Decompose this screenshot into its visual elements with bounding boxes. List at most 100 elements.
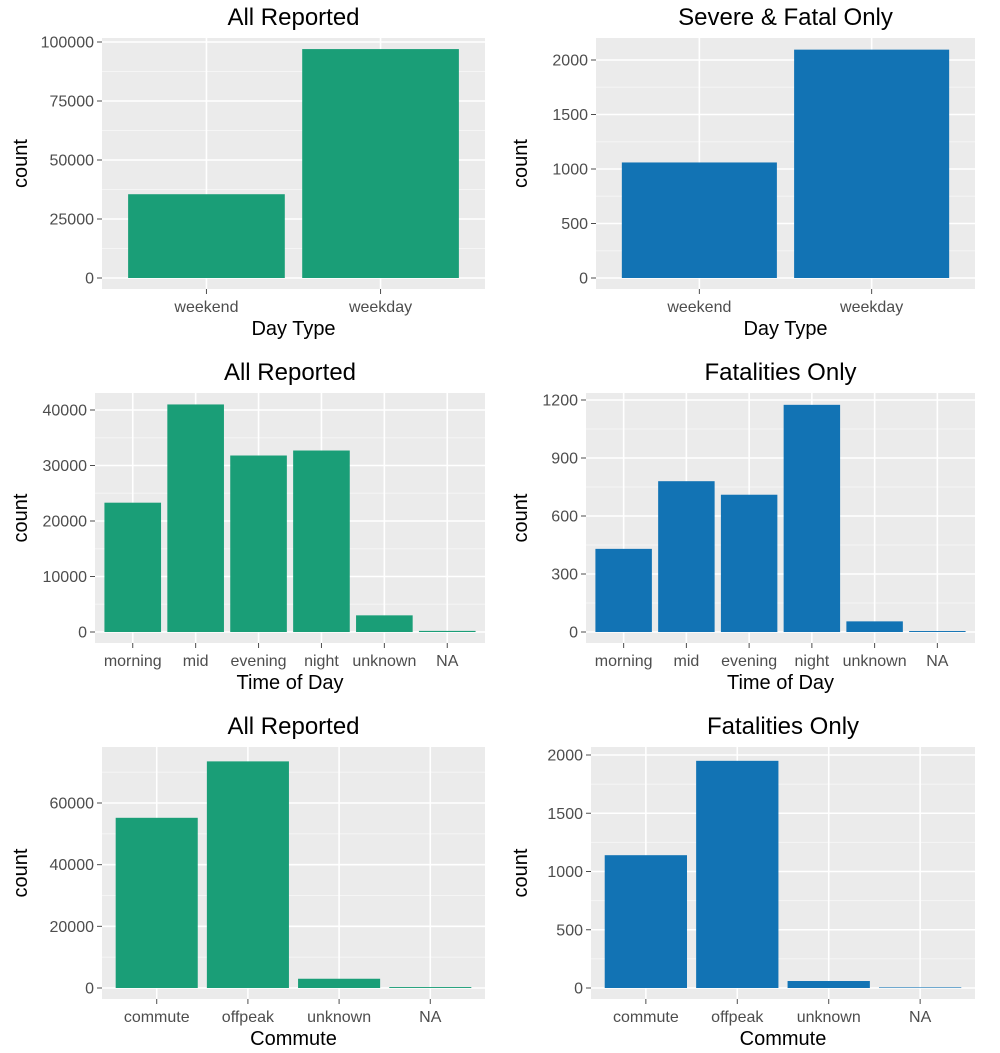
- y-tick-label: 500: [561, 216, 588, 233]
- x-tick-label: unknown: [352, 653, 416, 670]
- y-axis-label: count: [510, 493, 532, 542]
- x-tick-label: offpeak: [222, 1009, 275, 1026]
- y-tick-label: 10000: [43, 569, 88, 586]
- bar-unknown: [298, 978, 381, 988]
- x-tick-label: mid: [673, 653, 699, 670]
- y-axis-label: count: [510, 139, 532, 188]
- chart-commute-fatal: 0 500 1000 1500 2000 commute offpeak unknown NA F…: [510, 713, 975, 1050]
- bar-na: [389, 987, 472, 988]
- x-axis-label: Time of Day: [236, 672, 343, 694]
- chart-timeofday-fatal: 0 300 600 900 1200 morning mid evening night unkn…: [510, 359, 975, 694]
- chart-title: Fatalities Only: [704, 359, 856, 386]
- bar-mid: [167, 404, 224, 632]
- y-tick-label: 0: [85, 981, 94, 998]
- bar-unknown: [846, 621, 903, 632]
- x-tick-label: morning: [104, 653, 162, 670]
- y-tick-label: 0: [574, 981, 583, 998]
- x-tick-label: weekend: [666, 299, 731, 316]
- y-tick-label: 20000: [50, 919, 95, 936]
- x-tick-label: commute: [124, 1009, 190, 1026]
- bar-offpeak: [696, 760, 779, 988]
- bar-unknown: [787, 981, 870, 988]
- y-tick-label: 1200: [542, 393, 578, 410]
- y-tick-label: 75000: [50, 94, 95, 111]
- chart-title: All Reported: [227, 713, 359, 740]
- x-tick-label: offpeak: [711, 1009, 764, 1026]
- bar-night: [783, 404, 841, 632]
- x-tick-label: night: [795, 653, 830, 670]
- x-tick-label: unknown: [843, 653, 907, 670]
- bar-commute: [115, 817, 198, 988]
- bar-morning: [104, 502, 162, 632]
- y-tick-label: 20000: [43, 514, 88, 531]
- y-axis-label: count: [510, 848, 532, 897]
- bar-offpeak: [206, 761, 289, 988]
- y-tick-label: 30000: [43, 458, 88, 475]
- bar-weekday: [302, 49, 459, 278]
- x-axis-label: Commute: [250, 1028, 337, 1050]
- y-tick-label: 100000: [41, 35, 94, 52]
- x-axis-label: Commute: [740, 1028, 827, 1050]
- y-tick-label: 40000: [50, 857, 95, 874]
- y-tick-label: 900: [551, 451, 578, 468]
- y-tick-label: 1500: [552, 107, 588, 124]
- x-tick-label: morning: [595, 653, 653, 670]
- x-axis-label: Time of Day: [727, 672, 834, 694]
- x-tick-label: NA: [436, 653, 459, 670]
- y-tick-label: 0: [78, 625, 87, 642]
- bar-na: [879, 987, 962, 989]
- y-tick-label: 25000: [50, 212, 95, 229]
- bar-weekday: [794, 49, 950, 278]
- y-tick-label: 0: [579, 271, 588, 288]
- y-tick-label: 2000: [552, 53, 588, 70]
- y-axis-label: count: [10, 848, 32, 897]
- bar-weekend: [621, 162, 777, 278]
- chart-timeofday-all: 0 10000 20000 30000 40000 morning mid evening ni…: [10, 359, 485, 694]
- y-axis-label: count: [10, 139, 32, 188]
- bar-na: [909, 631, 966, 632]
- bar-night: [293, 450, 350, 632]
- x-axis-label: Day Type: [251, 318, 335, 340]
- x-tick-label: weekend: [173, 299, 238, 316]
- x-tick-label: NA: [926, 653, 949, 670]
- x-tick-label: evening: [231, 653, 287, 670]
- y-tick-label: 1000: [547, 864, 583, 881]
- chart-daytype-all: 0 25000 50000 75000 100000 weekend weekday All …: [10, 4, 485, 340]
- bar-weekend: [128, 194, 285, 278]
- x-tick-label: weekday: [348, 299, 412, 316]
- y-tick-label: 1000: [552, 162, 588, 179]
- chart-title: All Reported: [227, 4, 359, 31]
- chart-title: Fatalities Only: [707, 713, 859, 740]
- bar-na: [418, 630, 476, 632]
- y-tick-label: 50000: [50, 153, 95, 170]
- chart-daytype-severe: 0 500 1000 1500 2000 weekend weekday Severe & F…: [510, 4, 975, 340]
- y-tick-label: 0: [85, 271, 94, 288]
- y-tick-label: 1500: [547, 806, 583, 823]
- bar-morning: [595, 548, 652, 632]
- x-tick-label: mid: [183, 653, 209, 670]
- x-tick-label: NA: [909, 1009, 932, 1026]
- y-tick-label: 60000: [50, 796, 95, 813]
- x-tick-label: night: [304, 653, 339, 670]
- chart-title: All Reported: [224, 359, 356, 386]
- x-tick-label: weekday: [839, 299, 903, 316]
- bar-commute: [604, 855, 687, 988]
- y-tick-label: 40000: [43, 403, 88, 420]
- bar-unknown: [356, 615, 413, 632]
- y-tick-label: 0: [569, 625, 578, 642]
- y-tick-label: 300: [551, 567, 578, 584]
- y-axis-label: count: [10, 493, 32, 542]
- x-tick-label: unknown: [797, 1009, 861, 1026]
- chart-commute-all: 0 20000 40000 60000 commute offpeak unknown NA A…: [10, 713, 485, 1050]
- chart-title: Severe & Fatal Only: [678, 4, 893, 31]
- x-axis-label: Day Type: [743, 318, 827, 340]
- x-tick-label: evening: [721, 653, 777, 670]
- x-tick-label: unknown: [307, 1009, 371, 1026]
- y-tick-label: 600: [551, 509, 578, 526]
- bar-evening: [720, 494, 778, 632]
- bar-mid: [658, 481, 715, 632]
- y-tick-label: 2000: [547, 748, 583, 765]
- bar-evening: [230, 455, 287, 632]
- x-tick-label: NA: [419, 1009, 442, 1026]
